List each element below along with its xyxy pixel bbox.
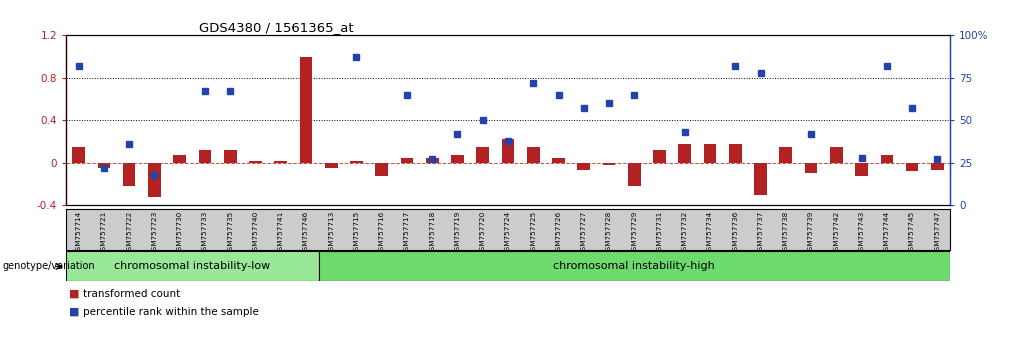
Bar (98, 163, 110, 168)
Bar (704, 144, 716, 163)
Text: GSM757716: GSM757716 (379, 211, 385, 255)
Text: GSM757744: GSM757744 (884, 211, 890, 255)
Text: percentile rank within the sample: percentile rank within the sample (83, 307, 259, 316)
Text: GSM757736: GSM757736 (733, 211, 739, 255)
Bar (931, 163, 944, 170)
Text: ■: ■ (69, 307, 79, 316)
Text: GSM757742: GSM757742 (833, 211, 839, 255)
Text: GSM757745: GSM757745 (909, 211, 915, 255)
Text: GSM757722: GSM757722 (126, 211, 132, 255)
Bar (174, 155, 186, 163)
Text: GSM757731: GSM757731 (656, 211, 662, 255)
Text: GSM757727: GSM757727 (581, 211, 587, 255)
Bar (477, 147, 489, 163)
Text: GSM757724: GSM757724 (505, 211, 511, 255)
Text: GSM757725: GSM757725 (530, 211, 536, 255)
Bar (805, 163, 818, 173)
Bar (881, 155, 893, 163)
Text: GSM757715: GSM757715 (354, 211, 360, 255)
Text: GSM757734: GSM757734 (707, 211, 713, 255)
Text: GSM757730: GSM757730 (177, 211, 183, 255)
Bar (376, 163, 388, 176)
Bar (319, 251, 950, 281)
Bar (451, 155, 463, 163)
Bar (679, 144, 691, 163)
Bar (906, 163, 918, 171)
Text: GSM757741: GSM757741 (277, 211, 283, 255)
Bar (300, 57, 312, 163)
Bar (527, 147, 539, 163)
Bar (351, 161, 363, 163)
Bar (602, 163, 616, 165)
Text: GSM757737: GSM757737 (758, 211, 764, 255)
Text: GSM757723: GSM757723 (151, 211, 157, 255)
Bar (274, 161, 288, 163)
Bar (72, 147, 85, 163)
Text: GSM757735: GSM757735 (228, 211, 234, 255)
Bar (855, 163, 868, 176)
Bar (830, 147, 842, 163)
Bar (577, 163, 590, 170)
Bar (400, 158, 414, 163)
Bar (502, 139, 514, 163)
Bar (148, 163, 161, 197)
Bar (249, 161, 262, 163)
Bar (653, 150, 665, 163)
Text: ■: ■ (69, 289, 79, 299)
Text: GSM757719: GSM757719 (454, 211, 460, 255)
Text: GSM757714: GSM757714 (75, 211, 81, 255)
Bar (199, 150, 211, 163)
Text: genotype/variation: genotype/variation (2, 261, 94, 272)
Text: GSM757728: GSM757728 (606, 211, 612, 255)
Bar (729, 144, 742, 163)
Text: GSM757740: GSM757740 (252, 211, 258, 255)
Bar (224, 150, 237, 163)
Text: GSM757713: GSM757713 (328, 211, 334, 255)
Text: GSM757729: GSM757729 (631, 211, 637, 255)
Text: transformed count: transformed count (83, 289, 181, 299)
Text: GSM757747: GSM757747 (935, 211, 941, 255)
Text: GSM757733: GSM757733 (202, 211, 208, 255)
Text: GSM757738: GSM757738 (782, 211, 788, 255)
Bar (779, 147, 792, 163)
Text: GSM757739: GSM757739 (808, 211, 814, 255)
Text: GSM757746: GSM757746 (303, 211, 309, 255)
Text: GSM757743: GSM757743 (859, 211, 865, 255)
Bar (123, 163, 135, 186)
Text: chromosomal instability-high: chromosomal instability-high (554, 261, 715, 272)
Bar (754, 163, 767, 195)
Text: GSM757717: GSM757717 (404, 211, 410, 255)
Text: GSM757726: GSM757726 (556, 211, 562, 255)
Text: GSM757718: GSM757718 (429, 211, 435, 255)
Text: GSM757721: GSM757721 (101, 211, 107, 255)
Bar (628, 163, 641, 186)
Bar (66, 251, 319, 281)
Bar (426, 158, 439, 163)
Text: chromosomal instability-low: chromosomal instability-low (114, 261, 270, 272)
Text: GSM757720: GSM757720 (480, 211, 486, 255)
Text: GSM757732: GSM757732 (682, 211, 688, 255)
Bar (325, 163, 337, 168)
Text: GDS4380 / 1561365_at: GDS4380 / 1561365_at (198, 21, 354, 34)
Bar (553, 158, 565, 163)
